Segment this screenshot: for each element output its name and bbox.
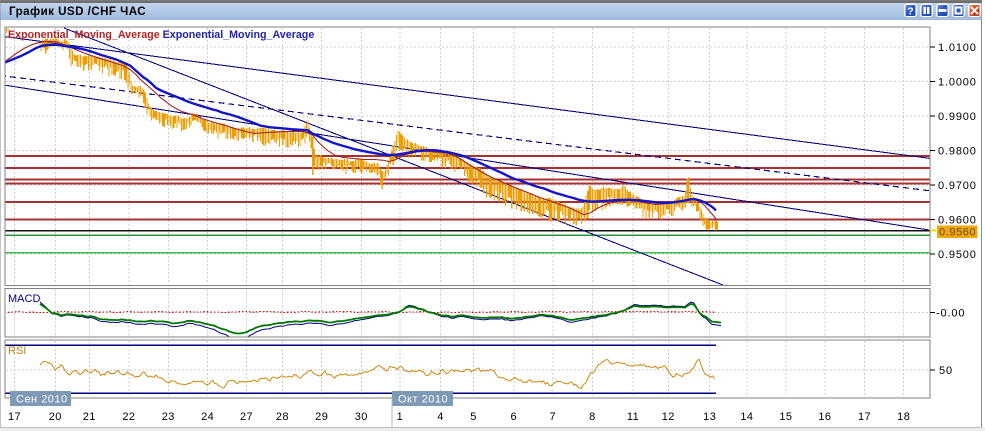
svg-text:22: 22 xyxy=(122,411,135,423)
svg-text:14: 14 xyxy=(740,411,753,423)
svg-text:12: 12 xyxy=(662,411,675,423)
svg-text:0.9900: 0.9900 xyxy=(938,111,977,123)
svg-text:29: 29 xyxy=(315,411,328,423)
svg-text:16: 16 xyxy=(818,411,831,423)
svg-text:1: 1 xyxy=(397,411,404,423)
svg-text:4: 4 xyxy=(437,411,444,423)
svg-text:0.9600: 0.9600 xyxy=(938,215,977,227)
svg-text:RSI: RSI xyxy=(8,345,26,357)
svg-text:Окт 2010: Окт 2010 xyxy=(398,394,448,406)
svg-text:?: ? xyxy=(907,5,913,17)
svg-text:MACD: MACD xyxy=(8,293,40,305)
svg-text:Сен 2010: Сен 2010 xyxy=(16,394,68,406)
svg-text:0.9560: 0.9560 xyxy=(939,227,976,239)
svg-text:6: 6 xyxy=(511,411,518,423)
svg-text:5: 5 xyxy=(470,411,477,423)
svg-text:0.9700: 0.9700 xyxy=(938,180,977,192)
svg-text:1.0000: 1.0000 xyxy=(938,77,977,89)
svg-text:30: 30 xyxy=(355,411,368,423)
svg-text:8: 8 xyxy=(589,411,596,423)
svg-text:-0.00: -0.00 xyxy=(936,308,965,320)
svg-text:50: 50 xyxy=(939,365,953,377)
svg-text:21: 21 xyxy=(83,411,96,423)
svg-text:17: 17 xyxy=(858,411,871,423)
svg-text:11: 11 xyxy=(627,411,639,423)
svg-text:23: 23 xyxy=(162,411,175,423)
svg-text:График USD /CHF ЧАС: График USD /CHF ЧАС xyxy=(9,5,146,18)
svg-text:24: 24 xyxy=(201,411,214,423)
svg-text:7: 7 xyxy=(550,411,557,423)
svg-text:18: 18 xyxy=(897,411,910,423)
svg-text:15: 15 xyxy=(779,411,792,423)
svg-text:20: 20 xyxy=(49,411,62,423)
svg-text:0.9800: 0.9800 xyxy=(938,146,977,158)
svg-text:0.9500: 0.9500 xyxy=(938,249,977,261)
svg-text:13: 13 xyxy=(703,411,716,423)
svg-text:28: 28 xyxy=(276,411,289,423)
svg-text:27: 27 xyxy=(240,411,253,423)
svg-text:1.0100: 1.0100 xyxy=(938,42,977,54)
svg-text:17: 17 xyxy=(8,411,21,423)
svg-text:Exponential_Moving_Average Exp: Exponential_Moving_Average Exponential_M… xyxy=(8,29,314,41)
